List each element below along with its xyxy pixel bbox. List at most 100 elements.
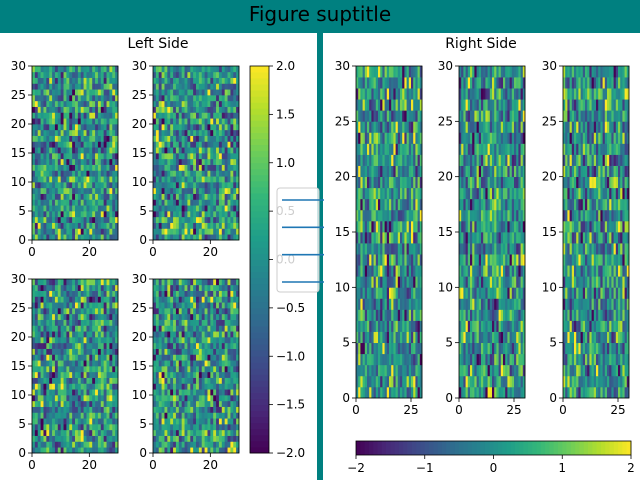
heatmap-cell [55,205,58,211]
heatmap-cell [112,89,115,95]
heatmap-cell [153,141,156,147]
heatmap-cell [185,314,188,320]
heatmap-cell [170,424,173,430]
heatmap-cell [52,349,55,355]
heatmap-cell [199,412,202,418]
heatmap-cell [49,176,52,182]
heatmap-cell [228,378,231,384]
heatmap-cell [490,365,493,376]
heatmap-cell [190,176,193,182]
heatmap-cell [505,321,508,332]
heatmap-cell [153,188,156,194]
heatmap-cell [104,124,107,130]
heatmap-cell [233,228,236,234]
heatmap-cell [367,298,370,309]
heatmap-cell [104,159,107,165]
heatmap-cell [233,401,236,407]
heatmap-cell [407,143,410,154]
heatmap-cell [494,354,497,365]
heatmap-cell [409,332,412,343]
heatmap-cell [193,199,196,205]
heatmap-cell [156,165,159,171]
colorbar-segment [250,320,269,326]
heatmap-cell [61,199,64,205]
heatmap-cell [402,143,405,154]
heatmap-cell [216,325,219,331]
heatmap-cell [55,331,58,337]
heatmap-cell [365,110,368,121]
heatmap-cell [164,407,167,413]
heatmap-cell [159,107,162,113]
heatmap-cell [78,343,81,349]
heatmap-cell [363,88,366,99]
heatmap-cell [162,320,165,326]
heatmap-cell [193,101,196,107]
heatmap-cell [95,360,98,366]
heatmap-cell [233,279,236,285]
heatmap-cell [104,78,107,84]
heatmap-cell [190,412,193,418]
heatmap-cell [196,407,199,413]
heatmap-cell [185,228,188,234]
heatmap-cell [499,387,502,398]
colorbar-segment [250,114,269,120]
heatmap-cell [109,182,112,188]
heatmap-cell [219,112,222,118]
heatmap-cell [153,395,156,401]
heatmap-cell [75,302,78,308]
heatmap-cell [98,372,101,378]
heatmap-cell [72,325,75,331]
heatmap-cell [35,147,38,153]
heatmap-cell [69,279,72,285]
heatmap-cell [387,232,390,243]
heatmap-cell [483,287,486,298]
heatmap-cell [86,372,89,378]
heatmap-cell [193,441,196,447]
heatmap-cell [391,387,394,398]
heatmap-cell [411,365,414,376]
heatmap-cell [173,217,176,223]
heatmap-cell [107,279,110,285]
heatmap-cell [415,376,418,387]
heatmap-cell [162,395,165,401]
heatmap-cell [107,89,110,95]
heatmap-cell [196,383,199,389]
heatmap-cell [387,387,390,398]
heatmap-cell [216,407,219,413]
heatmap-cell [98,296,101,302]
heatmap-cell [365,99,368,110]
heatmap-cell [49,188,52,194]
heatmap-cell [58,378,61,384]
heatmap-cell [193,176,196,182]
heatmap-cell [213,228,216,234]
heatmap-cell [225,418,228,424]
heatmap-cell [49,320,52,326]
heatmap-cell [376,110,379,121]
heatmap-cell [170,349,173,355]
heatmap-cell [413,298,416,309]
heatmap-cell [75,205,78,211]
heatmap-cell [32,141,35,147]
heatmap-cell [196,194,199,200]
heatmap-cell [58,383,61,389]
heatmap-cell [363,210,366,221]
heatmap-cell [369,88,372,99]
heatmap-cell [41,291,44,297]
heatmap-cell [92,314,95,320]
heatmap-cell [109,95,112,101]
heatmap-cell [75,194,78,200]
heatmap-cell [179,95,182,101]
heatmap-cell [411,232,414,243]
heatmap-cell [202,349,205,355]
heatmap-cell [162,211,165,217]
heatmap-cell [66,354,69,360]
heatmap-cell [72,118,75,124]
colorbar-segment [250,386,269,392]
heatmap-cell [358,332,361,343]
heatmap-cell [222,354,225,360]
heatmap-cell [210,337,213,343]
heatmap-cell [190,199,193,205]
heatmap-cell [170,228,173,234]
heatmap-cell [153,136,156,142]
heatmap-cell [107,366,110,372]
